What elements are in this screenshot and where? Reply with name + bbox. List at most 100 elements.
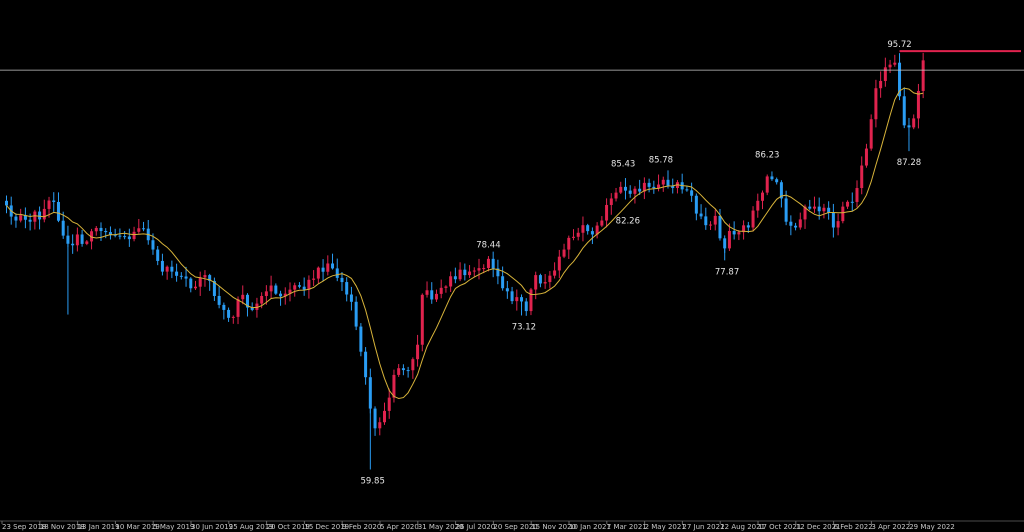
candle-body: [921, 60, 925, 91]
candle-body: [274, 285, 278, 294]
candle-body: [231, 316, 235, 318]
candle-body: [269, 285, 273, 292]
candle-body: [869, 119, 873, 149]
price-annotation: 59.85: [361, 477, 385, 487]
candle-body: [581, 225, 585, 233]
x-tick-label: 15 Dec 2019: [304, 523, 349, 531]
candle-body: [742, 225, 746, 233]
candle-body: [90, 231, 94, 242]
candle-body: [364, 351, 368, 378]
candle-body: [732, 230, 736, 235]
candle-body: [879, 80, 883, 89]
candle-body: [387, 397, 391, 411]
candle-body: [349, 294, 353, 302]
candle-body: [510, 291, 514, 302]
candle-body: [19, 215, 23, 221]
candle-body: [198, 277, 202, 287]
candle-body: [132, 231, 136, 240]
x-tick-label: 30 Jun 2019: [191, 523, 233, 531]
candle-body: [472, 270, 476, 272]
candle-body: [439, 287, 443, 294]
x-tick-label: 20 Sep 2020: [493, 523, 537, 531]
candle-body: [293, 285, 297, 290]
candle-body: [113, 234, 117, 236]
candle-body: [420, 294, 424, 345]
candle-body: [671, 185, 675, 189]
candle-body: [860, 165, 864, 189]
moving-average-layer: [6, 87, 924, 400]
candle-body: [505, 288, 509, 292]
candle-body: [529, 289, 533, 312]
candle-body: [75, 234, 79, 246]
candle-body: [354, 301, 358, 327]
candle-body: [831, 212, 835, 228]
candle-body: [623, 186, 627, 191]
x-tick-label: 10 Mar 2019: [115, 523, 159, 531]
candle-body: [595, 225, 599, 235]
candle-body: [817, 206, 821, 212]
candle-body: [127, 236, 131, 240]
candle-body: [302, 286, 306, 290]
x-tick-label: 7 Mar 2021: [607, 523, 647, 531]
x-tick-label: 9 Feb 2020: [342, 523, 381, 531]
candle-body: [222, 304, 226, 310]
candle-body: [709, 224, 713, 226]
candle-body: [609, 198, 613, 205]
candle-body: [633, 188, 637, 194]
candle-body: [236, 299, 240, 317]
candle-body: [312, 278, 316, 280]
candle-body: [690, 190, 694, 196]
candle-body: [836, 221, 840, 228]
candle-body: [798, 219, 802, 228]
candle-body: [590, 231, 594, 235]
candle-body: [411, 359, 415, 371]
candle-body: [28, 219, 32, 222]
candle-body: [538, 275, 542, 284]
price-annotation: 85.43: [611, 160, 635, 170]
candle-body: [453, 276, 457, 280]
candle-body: [288, 289, 292, 294]
candle-body: [808, 206, 812, 209]
candle-body: [444, 286, 448, 288]
candle-body: [425, 290, 429, 295]
candle-body: [501, 276, 505, 289]
candle-body: [765, 176, 769, 193]
candle-body: [42, 208, 46, 220]
candle-body: [71, 243, 75, 246]
x-tick-label: 27 Jun 2021: [682, 523, 724, 531]
candle-body: [123, 236, 127, 238]
candle-body: [553, 270, 557, 276]
candle-body: [694, 195, 698, 214]
candle-body: [184, 276, 188, 279]
candle-body: [496, 268, 500, 277]
candle-body: [23, 215, 27, 220]
candle-body: [756, 200, 760, 211]
candle-body: [104, 230, 108, 233]
candle-body: [661, 179, 665, 185]
candle-body: [907, 125, 911, 128]
candle-body: [156, 249, 160, 261]
candle-body: [430, 290, 434, 300]
candle-body: [368, 377, 372, 409]
candle-body: [345, 282, 349, 295]
candle-body: [14, 216, 18, 221]
candle-body: [912, 118, 916, 128]
candle-body: [227, 309, 231, 318]
candle-body: [770, 176, 774, 180]
candle-body: [160, 260, 164, 272]
candle-body: [463, 269, 467, 276]
candle-body: [38, 211, 42, 220]
candle-body: [562, 249, 566, 257]
candle-body: [175, 271, 179, 276]
candle-body: [99, 227, 103, 231]
candle-body: [572, 236, 575, 238]
candle-body: [279, 293, 283, 297]
candle-body: [359, 326, 363, 352]
x-tick-label: 23 Sep 2018: [2, 523, 46, 531]
candle-body: [888, 64, 892, 68]
candle-body: [477, 268, 481, 271]
candle-body: [794, 225, 798, 228]
candle-body: [80, 234, 84, 244]
